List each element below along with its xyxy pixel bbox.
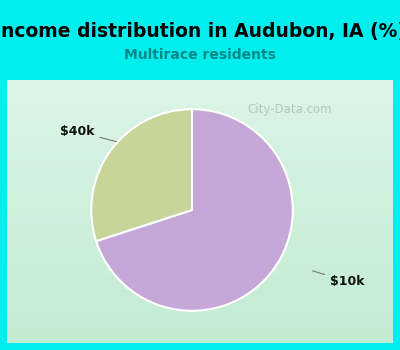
Bar: [7, 194, 393, 198]
Text: City-Data.com: City-Data.com: [248, 104, 332, 117]
Bar: [7, 246, 393, 251]
Bar: [7, 312, 393, 317]
Bar: [7, 88, 393, 93]
Bar: [7, 202, 393, 207]
Bar: [7, 255, 393, 260]
Bar: [7, 206, 393, 211]
Bar: [7, 316, 393, 321]
Bar: [7, 211, 393, 216]
Bar: [7, 268, 393, 273]
Bar: [7, 229, 393, 233]
Wedge shape: [91, 109, 192, 241]
Bar: [7, 215, 393, 220]
Bar: [7, 277, 393, 282]
Bar: [7, 102, 393, 106]
Bar: [7, 294, 393, 299]
Bar: [7, 114, 393, 119]
Bar: [7, 84, 393, 89]
Bar: [7, 132, 393, 137]
Text: Income distribution in Audubon, IA (%): Income distribution in Audubon, IA (%): [0, 22, 400, 42]
Bar: [7, 189, 393, 194]
Bar: [7, 159, 393, 163]
Bar: [7, 110, 393, 115]
Bar: [7, 224, 393, 229]
Bar: [7, 307, 393, 312]
Bar: [7, 264, 393, 268]
Bar: [7, 334, 393, 338]
Bar: [7, 237, 393, 242]
Text: $10k: $10k: [313, 271, 364, 288]
Bar: [7, 180, 393, 185]
Bar: [7, 119, 393, 124]
Text: $40k: $40k: [60, 125, 165, 154]
Bar: [7, 185, 393, 190]
Bar: [7, 303, 393, 308]
Bar: [7, 93, 393, 98]
Bar: [7, 325, 393, 330]
Bar: [7, 220, 393, 225]
Bar: [7, 97, 393, 102]
Wedge shape: [96, 109, 293, 311]
Bar: [7, 172, 393, 176]
Text: Multirace residents: Multirace residents: [124, 48, 276, 62]
Bar: [7, 290, 393, 295]
Bar: [7, 233, 393, 238]
Bar: [7, 259, 393, 264]
Bar: [7, 251, 393, 256]
Bar: [7, 198, 393, 203]
Bar: [7, 338, 393, 343]
Bar: [7, 136, 393, 141]
Bar: [7, 79, 393, 84]
Bar: [7, 145, 393, 150]
Bar: [7, 141, 393, 146]
Bar: [7, 321, 393, 326]
Bar: [7, 128, 393, 133]
Bar: [7, 106, 393, 111]
Bar: [7, 242, 393, 246]
Bar: [7, 123, 393, 128]
Bar: [7, 154, 393, 159]
Bar: [7, 329, 393, 334]
Bar: [7, 163, 393, 168]
Bar: [7, 176, 393, 181]
Bar: [7, 281, 393, 286]
Bar: [7, 286, 393, 290]
Bar: [7, 150, 393, 154]
Bar: [7, 299, 393, 303]
Bar: [7, 167, 393, 172]
Bar: [7, 272, 393, 277]
